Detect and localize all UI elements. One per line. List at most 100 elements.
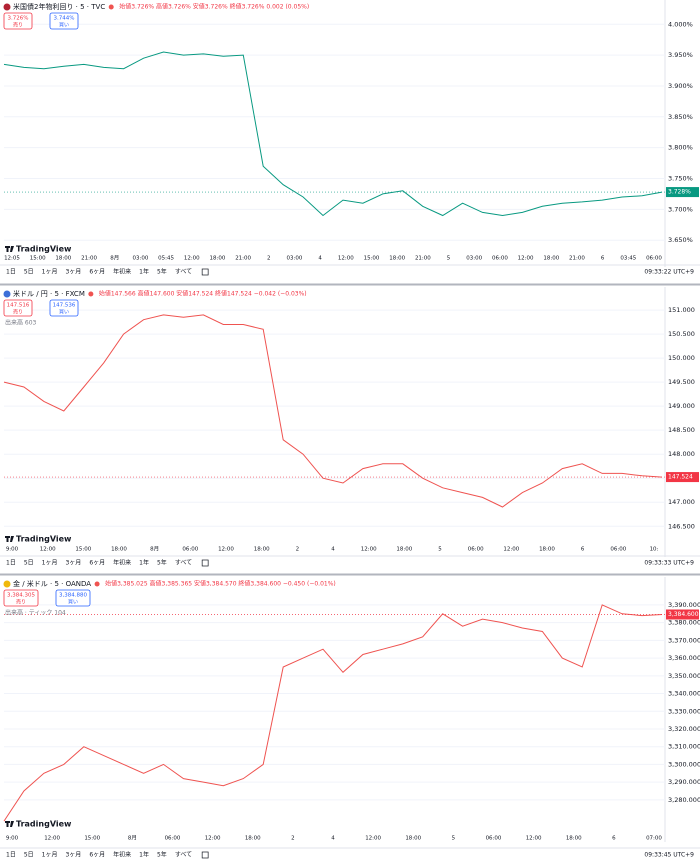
clock: 09:33:22 UTC+9 xyxy=(644,269,694,276)
range-button[interactable]: 年初来 xyxy=(113,268,131,276)
buy-button[interactable] xyxy=(55,589,91,607)
range-button[interactable]: 1年 xyxy=(139,268,149,276)
date-picker[interactable] xyxy=(201,268,209,276)
y-tick-label: 3.750% xyxy=(668,174,693,182)
range-button[interactable]: 5年 xyxy=(157,851,167,859)
x-tick-label: 03:45 xyxy=(620,256,636,262)
x-tick-label: 18:00 xyxy=(210,256,226,262)
range-button[interactable]: 3ヶ月 xyxy=(65,852,81,859)
range-button[interactable]: 5年 xyxy=(157,559,167,567)
y-tick-label: 150.500 xyxy=(668,330,695,338)
x-tick-label: 12:00 xyxy=(503,547,519,553)
y-tick-label: 147.000 xyxy=(668,498,695,506)
x-tick-label: 21:00 xyxy=(415,256,431,262)
x-tick-label: 12:00 xyxy=(365,836,381,842)
volume-label: 出来高 603 xyxy=(5,319,37,327)
x-tick-label: 18:00 xyxy=(396,547,412,553)
range-button[interactable]: 1年 xyxy=(139,559,149,567)
x-tick-label: 03:00 xyxy=(466,256,482,262)
y-tick-label: 3,320.000 xyxy=(668,725,700,733)
y-tick-label: 149.000 xyxy=(668,402,695,410)
range-button[interactable]: 5日 xyxy=(24,852,34,859)
x-tick-label: 18:00 xyxy=(543,256,559,262)
x-tick-label: 18:00 xyxy=(566,836,582,842)
x-tick-label: 18:00 xyxy=(389,256,405,262)
symbol-title: 米国債2年物利回り · 5 · TVC xyxy=(13,2,105,11)
y-tick-label: 3,380.000 xyxy=(668,619,700,627)
y-tick-label: 3,280.000 xyxy=(668,796,700,804)
sell-button[interactable] xyxy=(3,589,39,607)
range-button[interactable]: 年初来 xyxy=(113,559,131,567)
y-tick-label: 150.000 xyxy=(668,354,695,362)
x-tick-label: 12:00 xyxy=(218,547,234,553)
market-status xyxy=(108,4,114,10)
x-tick-label: 12:05 xyxy=(4,256,20,262)
x-tick-label: 12:00 xyxy=(361,547,377,553)
range-button[interactable]: すべて xyxy=(175,560,192,567)
x-tick-label: 9:00 xyxy=(6,547,19,553)
x-tick-label: 18:00 xyxy=(405,836,421,842)
x-tick-label: 9:00 xyxy=(6,836,19,842)
x-tick-label: 21:00 xyxy=(235,256,251,262)
y-tick-label: 149.500 xyxy=(668,378,695,386)
range-button[interactable]: 5日 xyxy=(24,560,34,567)
range-button[interactable]: 3ヶ月 xyxy=(65,269,81,276)
x-tick-label: 21:00 xyxy=(81,256,97,262)
market-status xyxy=(94,581,100,587)
range-button[interactable]: 1年 xyxy=(139,851,149,859)
range-button[interactable]: 1ヶ月 xyxy=(42,269,58,276)
buy-button[interactable] xyxy=(49,12,79,30)
y-tick-label: 148.000 xyxy=(668,450,695,458)
range-button[interactable]: すべて xyxy=(175,852,192,859)
range-button[interactable]: 5年 xyxy=(157,268,167,276)
x-tick-label: 12:00 xyxy=(526,836,542,842)
buy-button[interactable] xyxy=(49,299,79,317)
x-tick-label: 6 xyxy=(612,836,616,842)
range-button[interactable]: すべて xyxy=(175,269,192,276)
market-status xyxy=(88,291,94,297)
x-tick-label: 5 xyxy=(447,256,451,262)
sell-button[interactable] xyxy=(3,299,33,317)
x-tick-label: 06:00 xyxy=(468,547,484,553)
buy-label: 買い xyxy=(59,310,69,316)
range-button[interactable]: 1日 xyxy=(6,852,16,859)
date-picker[interactable] xyxy=(201,559,209,567)
sell-button[interactable] xyxy=(3,12,33,30)
buy-label: 買い xyxy=(68,600,78,606)
sell-label: 売り xyxy=(13,309,23,316)
range-button[interactable]: 3ヶ月 xyxy=(65,560,81,567)
x-tick-label: 12:00 xyxy=(338,256,354,262)
y-tick-label: 3,290.000 xyxy=(668,778,700,786)
range-button[interactable]: 1ヶ月 xyxy=(42,852,58,859)
range-button[interactable]: 6ヶ月 xyxy=(89,269,105,276)
x-tick-label: 12:00 xyxy=(40,547,56,553)
x-tick-label: 05:45 xyxy=(158,256,174,262)
range-button[interactable]: 1日 xyxy=(6,560,16,567)
y-tick-label: 148.500 xyxy=(668,426,695,434)
y-tick-label: 3.650% xyxy=(668,236,693,244)
sell-label: 売り xyxy=(13,22,23,29)
range-button[interactable]: 5日 xyxy=(24,269,34,276)
x-tick-label: 06:00 xyxy=(182,547,198,553)
ohlc-values: 始値3.726% 高値3.726% 安値3.726% 終値3.726% 0.00… xyxy=(119,3,309,11)
x-tick-label: 8月 xyxy=(128,835,137,842)
y-tick-label: 146.500 xyxy=(668,522,695,530)
price-line xyxy=(3,51,663,217)
y-tick-label: 3,340.000 xyxy=(668,690,700,698)
range-button[interactable]: 1日 xyxy=(6,269,16,276)
x-tick-label: 03:00 xyxy=(287,256,303,262)
symbol-icon xyxy=(3,580,11,588)
range-button[interactable]: 6ヶ月 xyxy=(89,560,105,567)
range-button[interactable]: 年初来 xyxy=(113,851,131,859)
range-button[interactable]: 1ヶ月 xyxy=(42,560,58,567)
x-tick-label: 06:00 xyxy=(610,547,626,553)
symbol-title: 米ドル / 円 · 5 · FXCM xyxy=(13,289,85,298)
x-tick-label: 2 xyxy=(296,547,300,553)
date-picker[interactable] xyxy=(201,851,209,859)
x-tick-label: 15:00 xyxy=(84,836,100,842)
volume-label: 出来高 · ティック 104 xyxy=(5,609,66,617)
price-line xyxy=(3,314,663,508)
range-button[interactable]: 6ヶ月 xyxy=(89,852,105,859)
x-tick-label: 15:00 xyxy=(30,256,46,262)
